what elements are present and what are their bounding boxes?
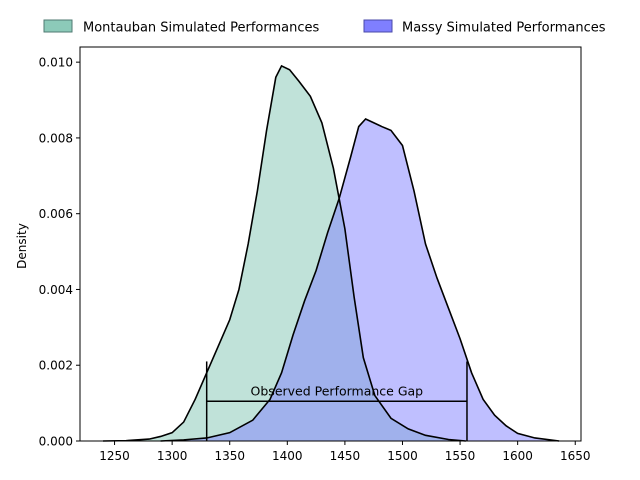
legend-label-montauban: Montauban Simulated Performances xyxy=(83,21,320,36)
y-tick-label-0: 0.000 xyxy=(39,435,73,449)
density-line-montauban xyxy=(103,64,466,442)
gap-annotation-label: Observed Performance Gap xyxy=(251,384,424,399)
y-tick-label-5: 0.010 xyxy=(39,56,73,70)
density-area-massy xyxy=(160,118,560,441)
x-tick-label-1250: 1250 xyxy=(99,449,130,463)
x-tick-label-1450: 1450 xyxy=(330,449,361,463)
legend-swatch-massy xyxy=(363,19,393,33)
x-tick-label-1500: 1500 xyxy=(387,449,418,463)
density-line-massy xyxy=(160,118,560,442)
y-tick-label-2: 0.004 xyxy=(39,283,73,297)
x-tick-label-1350: 1350 xyxy=(214,449,245,463)
density-area-montauban xyxy=(103,65,466,441)
x-tick-label-1400: 1400 xyxy=(272,449,303,463)
x-tick-label-1550: 1550 xyxy=(445,449,476,463)
y-tick-label-1: 0.002 xyxy=(39,359,73,373)
x-tick-label-1600: 1600 xyxy=(502,449,533,463)
x-tick-label-1650: 1650 xyxy=(560,449,591,463)
y-axis-label: Density xyxy=(15,223,29,269)
legend-swatch-montauban xyxy=(43,19,73,33)
plot-area: Observed Performance Gap xyxy=(103,64,560,442)
y-tick-label-3: 0.006 xyxy=(39,207,73,221)
x-tick-label-1300: 1300 xyxy=(157,449,188,463)
y-tick-label-4: 0.008 xyxy=(39,131,73,145)
legend-label-massy: Massy Simulated Performances xyxy=(402,21,606,36)
legend: Montauban Simulated Performances Massy S… xyxy=(43,19,606,36)
plot-frame xyxy=(79,46,582,442)
